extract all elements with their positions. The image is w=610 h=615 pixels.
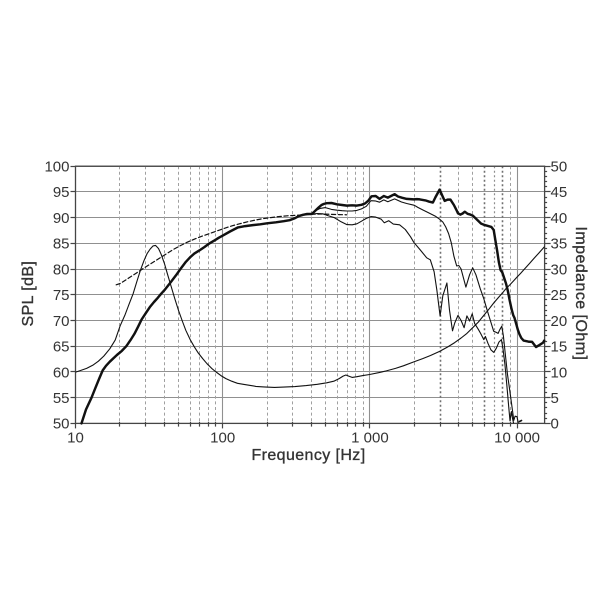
svg-text:65: 65: [53, 339, 70, 356]
svg-text:Impedance [Ohm]: Impedance [Ohm]: [572, 226, 589, 360]
svg-text:10: 10: [67, 429, 84, 446]
svg-text:20: 20: [551, 313, 568, 330]
svg-text:SPL [dB]: SPL [dB]: [20, 261, 37, 327]
svg-text:0: 0: [551, 416, 559, 433]
svg-text:30: 30: [551, 261, 568, 278]
svg-text:10: 10: [551, 364, 568, 381]
svg-text:100: 100: [44, 159, 69, 176]
svg-text:40: 40: [551, 210, 568, 227]
svg-text:35: 35: [551, 236, 568, 253]
svg-text:90: 90: [53, 210, 70, 227]
svg-text:60: 60: [53, 364, 70, 381]
svg-text:80: 80: [53, 261, 70, 278]
svg-text:85: 85: [53, 236, 70, 253]
svg-text:100: 100: [210, 429, 235, 446]
svg-text:45: 45: [551, 184, 568, 201]
svg-text:75: 75: [53, 287, 70, 304]
svg-text:Frequency [Hz]: Frequency [Hz]: [251, 447, 365, 464]
svg-text:25: 25: [551, 287, 568, 304]
svg-text:70: 70: [53, 313, 70, 330]
svg-text:50: 50: [551, 159, 568, 176]
svg-text:50: 50: [53, 416, 70, 433]
svg-text:5: 5: [551, 390, 559, 407]
svg-text:55: 55: [53, 390, 70, 407]
svg-text:95: 95: [53, 184, 70, 201]
svg-text:1 000: 1 000: [351, 429, 389, 446]
svg-text:15: 15: [551, 339, 568, 356]
svg-text:10 000: 10 000: [494, 429, 540, 446]
